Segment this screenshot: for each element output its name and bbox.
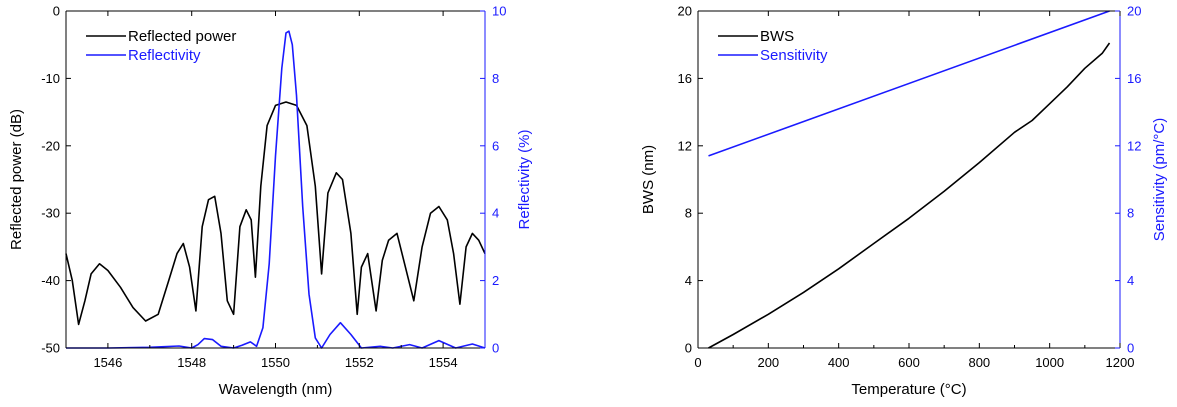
- y-tick-label: 0: [685, 341, 692, 356]
- chart-1: 1546 1548 1550 1552 1554 -50 -40 -30 -20 -10 0 0 2 4 6…: [8, 4, 533, 399]
- y-axis-label: Reflected power (dB): [8, 109, 25, 250]
- y-tick-label: 4: [685, 273, 692, 288]
- y-tick-label: -50: [41, 341, 60, 356]
- y2-axis-label: Sensitivity (pm/°C): [1151, 118, 1168, 242]
- y-tick-label: 16: [678, 71, 692, 86]
- x-tick-label: 1550: [261, 355, 290, 370]
- x-tick-label: 1200: [1106, 355, 1135, 370]
- y-axis-label: BWS (nm): [640, 145, 657, 214]
- x-tick-label: 600: [898, 355, 920, 370]
- y2-tick-label: 2: [492, 273, 499, 288]
- x-tick-label: 0: [694, 355, 701, 370]
- y-tick-label: 20: [678, 4, 692, 19]
- x-tick-label: 1548: [177, 355, 206, 370]
- series-line-sensitivity: [708, 10, 1110, 157]
- y-tick-label: -30: [41, 206, 60, 221]
- y2-axis-label: Reflectivity (%): [516, 129, 533, 229]
- y-tick-label: -20: [41, 138, 60, 153]
- y2-tick-label: 16: [1127, 71, 1141, 86]
- series-line-bws: [708, 42, 1111, 349]
- y-tick-label: 12: [678, 138, 692, 153]
- y2-tick-label: 8: [1127, 206, 1134, 221]
- x-tick-label: 1552: [345, 355, 374, 370]
- x-tick-label: 1000: [1035, 355, 1064, 370]
- x-tick-label: 400: [828, 355, 850, 370]
- x-tick-label: 800: [968, 355, 990, 370]
- chart-2: 0 200 400 600 800 1000 1200048121620048121620T…: [640, 4, 1168, 399]
- y-tick-label: -10: [41, 71, 60, 86]
- x-tick-label: 200: [757, 355, 779, 370]
- y2-tick-label: 8: [492, 71, 499, 86]
- legend-label: BWS: [760, 28, 794, 45]
- y-tick-label: -40: [41, 273, 60, 288]
- x-axis-label: Temperature (°C): [851, 381, 966, 398]
- legend-label: Sensitivity: [760, 47, 828, 64]
- x-tick-label: 1554: [429, 355, 458, 370]
- y2-tick-label: 10: [492, 4, 506, 19]
- y2-tick-label: 20: [1127, 4, 1141, 19]
- y-tick-label: 8: [685, 206, 692, 221]
- y2-tick-label: 0: [1127, 341, 1134, 356]
- x-axis-label: Wavelength (nm): [219, 381, 333, 398]
- series-line-reflected-power: [65, 101, 486, 326]
- y-tick-label: 0: [53, 4, 60, 19]
- y2-tick-label: 6: [492, 138, 499, 153]
- legend-label: Reflected power: [128, 28, 236, 45]
- x-tick-label: 1546: [93, 355, 122, 370]
- y2-tick-label: 0: [492, 341, 499, 356]
- y2-tick-label: 4: [492, 206, 499, 221]
- legend-label: Reflectivity: [128, 47, 201, 64]
- y2-tick-label: 12: [1127, 138, 1141, 153]
- y2-tick-label: 4: [1127, 273, 1134, 288]
